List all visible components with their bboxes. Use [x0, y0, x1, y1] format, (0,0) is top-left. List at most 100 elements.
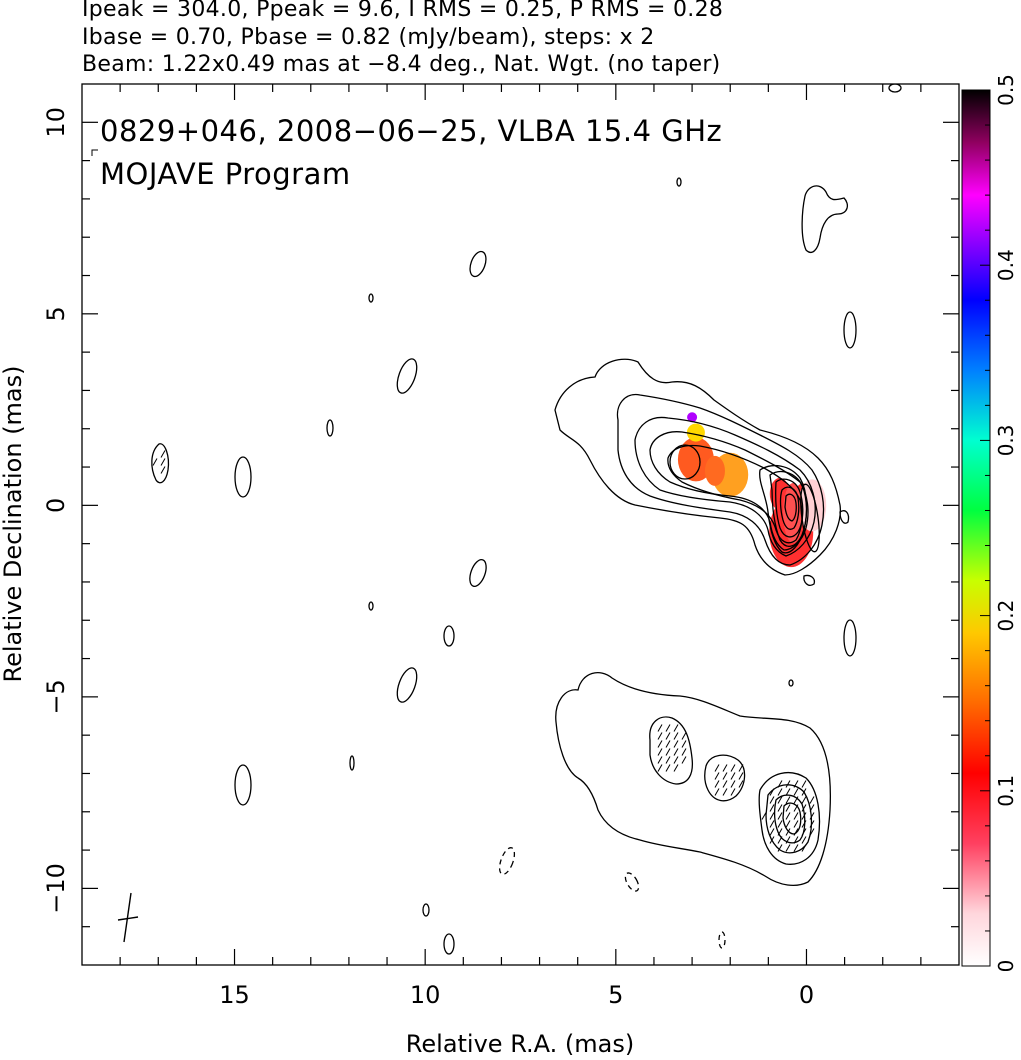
x-axis-label: Relative R.A. (mas) [406, 1030, 634, 1058]
evpa-tick [730, 772, 736, 780]
evpa-tick [673, 756, 679, 764]
contour-noise-18 [151, 443, 170, 484]
evpa-tick [793, 780, 799, 788]
colorbar [962, 90, 990, 966]
evpa-tick [793, 820, 799, 828]
evpa-tick [657, 724, 663, 732]
x-tick-label: 15 [219, 981, 250, 1009]
evpa-tick [777, 844, 783, 852]
negative-contours [498, 847, 726, 949]
contour-core-5 [667, 444, 803, 544]
contour-core-8 [774, 478, 804, 538]
evpa-tick [681, 748, 687, 756]
evpa-tick [801, 780, 807, 788]
evpa-tick [785, 796, 791, 804]
evpa-tick [673, 724, 679, 732]
evpa-tick [714, 772, 720, 780]
y-tick-label: 5 [42, 306, 70, 321]
evpa-tick [769, 804, 775, 812]
evpa-tick [809, 804, 815, 812]
x-tick-label: 10 [410, 981, 441, 1009]
evpa-tick [738, 772, 744, 780]
contour-core-3 [634, 416, 816, 557]
contour-top-right [801, 185, 849, 253]
evpa-tick [777, 812, 783, 820]
evpa-tick [673, 748, 679, 756]
evpa-tick [722, 788, 728, 796]
evpa-tick [657, 748, 663, 756]
evpa-tick [809, 812, 815, 820]
chart-subtitle: MOJAVE Program [100, 157, 351, 191]
contour-noise-11 [843, 619, 857, 657]
polarization-patch [704, 455, 725, 486]
evpa-tick [730, 788, 736, 796]
evpa-tick [801, 812, 807, 820]
contour-noise-5 [234, 456, 252, 498]
colorbar-tick-label: 0.1 [994, 775, 1018, 807]
evpa-tick [665, 748, 671, 756]
evpa-tick [793, 812, 799, 820]
evpa-tick [657, 756, 663, 764]
polarization-patch [687, 412, 698, 423]
contour-core-6 [759, 464, 808, 554]
contour-lower-5 [782, 802, 802, 835]
x-tick-label: 5 [608, 981, 623, 1009]
evpa-tick [730, 780, 736, 788]
evpa-tick [793, 828, 799, 836]
evpa-tick [722, 764, 728, 772]
evpa-tick [785, 788, 791, 796]
contour-core-9 [779, 486, 800, 530]
evpa-tick [785, 780, 791, 788]
contour-lower-2 [758, 772, 821, 865]
evpa-tick [793, 804, 799, 812]
contour-noise-3 [396, 358, 418, 394]
evpa-tick [785, 820, 791, 828]
header-stats-line2: Ibase = 0.70, Pbase = 0.82 (mJy/beam), s… [82, 25, 655, 50]
contour-lower-knot1 [649, 716, 694, 785]
evpa-tick [665, 740, 671, 748]
evpa-tick [809, 796, 815, 804]
contour-noise-7 [676, 177, 682, 187]
y-tick-label: 10 [42, 107, 70, 138]
evpa-tick [777, 788, 783, 796]
contour-core-4 [649, 431, 809, 551]
contour-core-7 [769, 471, 808, 547]
evpa-tick [801, 844, 807, 852]
evpa-tick [665, 732, 671, 740]
evpa-tick [657, 732, 663, 740]
y-tick-label: 0 [42, 498, 70, 513]
contour-core-1 [554, 358, 841, 576]
contour-noise-6 [843, 311, 857, 349]
y-tick-label: −10 [42, 863, 70, 914]
corner-mark [91, 149, 98, 156]
header-stats-line1: Ipeak = 304.0, Ppeak = 9.6, I RMS = 0.25… [82, 0, 724, 22]
evpa-tick [777, 804, 783, 812]
evpa-tick [673, 764, 679, 772]
evpa-tick [801, 820, 807, 828]
contour-noise-15 [349, 755, 355, 771]
colorbar-tick-label: 0.5 [994, 74, 1018, 106]
contour-noise-4 [326, 419, 334, 437]
evpa-tick [801, 804, 807, 812]
colorbar-frame [961, 89, 991, 967]
contour-noise-8 [469, 558, 487, 588]
evpa-tick [801, 828, 807, 836]
beam-cross [117, 892, 139, 943]
evpa-tick [722, 780, 728, 788]
evpa-tick [152, 458, 158, 466]
evpa-tick [801, 836, 807, 844]
y-axis: 10 5 0 −5 −10 [42, 107, 959, 928]
evpa-tick [160, 450, 166, 458]
evpa-tick [769, 836, 775, 844]
contour-noise-16 [422, 903, 430, 917]
contour-noise-12 [396, 667, 418, 703]
contour-knot-inner [669, 444, 701, 480]
evpa-tick [785, 836, 791, 844]
evpa-tick [777, 828, 783, 836]
chart-title: 0829+046, 2008−06−25, VLBA 15.4 GHz [100, 114, 722, 148]
contour-core-small [803, 574, 816, 586]
contour-noise-10 [443, 625, 455, 647]
contour-layer [151, 84, 902, 955]
evpa-tick [769, 796, 775, 804]
